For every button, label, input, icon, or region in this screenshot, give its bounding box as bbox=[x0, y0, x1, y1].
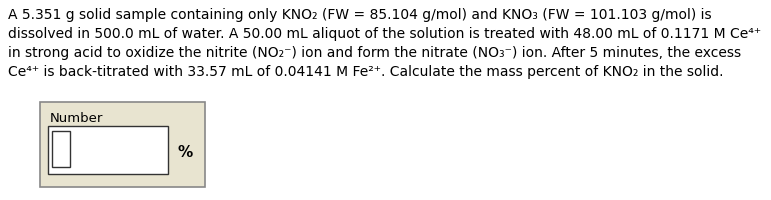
Text: %: % bbox=[178, 145, 194, 160]
FancyBboxPatch shape bbox=[52, 131, 70, 167]
Text: dissolved in 500.0 mL of water. A 50.00 mL aliquot of the solution is treated wi: dissolved in 500.0 mL of water. A 50.00 … bbox=[8, 27, 761, 41]
Text: Number: Number bbox=[50, 111, 103, 124]
FancyBboxPatch shape bbox=[40, 102, 205, 187]
Text: Ce⁴⁺ is back-titrated with 33.57 mL of 0.04141 M Fe²⁺. Calculate the mass percen: Ce⁴⁺ is back-titrated with 33.57 mL of 0… bbox=[8, 65, 723, 79]
Text: A 5.351 g solid sample containing only KNO₂ (FW = 85.104 g/mol) and KNO₃ (FW = 1: A 5.351 g solid sample containing only K… bbox=[8, 8, 712, 22]
Text: in strong acid to oxidize the nitrite (NO₂⁻) ion and form the nitrate (NO₃⁻) ion: in strong acid to oxidize the nitrite (N… bbox=[8, 46, 741, 60]
FancyBboxPatch shape bbox=[48, 126, 168, 174]
